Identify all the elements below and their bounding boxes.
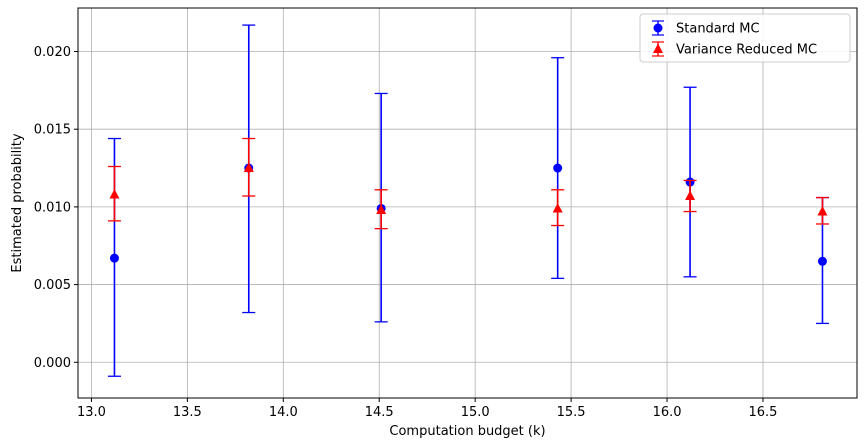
data-point (817, 206, 828, 216)
x-tick-label: 16.0 (653, 405, 682, 420)
data-point (376, 204, 387, 214)
data-point (685, 190, 696, 201)
y-tick-label: 0.005 (34, 278, 71, 293)
y-axis-label: Estimated probability (10, 133, 25, 272)
y-tick-label: 0.020 (34, 45, 71, 60)
data-point (109, 253, 119, 263)
ticks: 13.0 13.5 14.0 14.5 15.0 15.5 16.0 16.5 0.000 0.0… (34, 45, 778, 420)
legend-marker-standard-mc (652, 20, 664, 36)
x-tick-label: 13.0 (77, 405, 106, 420)
data-point (109, 188, 120, 199)
y-tick-label: 0.010 (34, 200, 71, 215)
grid (78, 8, 857, 398)
x-tick-label: 13.5 (173, 405, 202, 420)
data-point (553, 163, 563, 173)
legend-label-standard-mc: Standard MC (676, 22, 760, 37)
data-point (552, 202, 563, 213)
x-tick-label: 16.5 (749, 405, 778, 420)
legend: Standard MC Variance Reduced MC (639, 13, 851, 63)
x-tick-label: 14.5 (365, 405, 394, 420)
series-standard-mc (107, 24, 829, 377)
y-tick-label: 0.000 (34, 356, 71, 371)
legend-marker-variance-reduced-mc (652, 41, 664, 57)
x-tick-label: 15.5 (557, 405, 586, 420)
x-tick-label: 15.0 (461, 405, 490, 420)
legend-symbol (653, 43, 663, 53)
data-point (243, 162, 254, 173)
series-layer (107, 24, 829, 377)
plot-frame (77, 7, 858, 399)
legend-label-variance-reduced-mc: Variance Reduced MC (676, 43, 817, 58)
y-tick-label: 0.015 (34, 123, 71, 138)
x-tick-label: 14.0 (269, 405, 298, 420)
x-axis-label: Computation budget (k) (389, 424, 545, 439)
legend-symbol (653, 23, 663, 33)
legend-box (639, 13, 851, 63)
data-point (817, 256, 827, 266)
series-variance-reduced-mc (107, 137, 829, 230)
